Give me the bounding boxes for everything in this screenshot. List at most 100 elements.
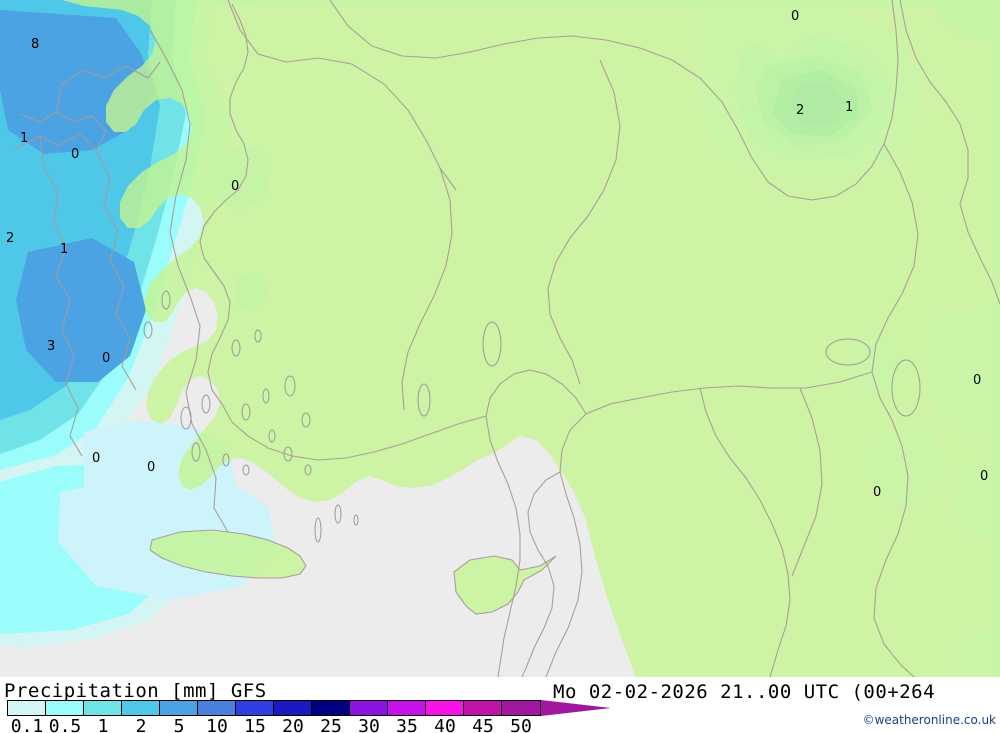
- colorbar-cell-35[interactable]: [388, 701, 426, 715]
- border-syria-iraq: [699, 387, 791, 677]
- tick-label-2: 2: [135, 716, 147, 733]
- coast-levant: [485, 415, 521, 677]
- island-12: [304, 464, 312, 476]
- island-layer: [143, 290, 921, 543]
- lake-urmia: [891, 359, 921, 417]
- map-value-label: 0: [873, 485, 882, 500]
- border-balkans-2: [55, 61, 161, 113]
- legend-footer: Precipitation [mm] GFS Mo 02-02-2026 21.…: [0, 677, 1000, 733]
- map-value-label: 1: [845, 100, 854, 115]
- tick-label-25: 25: [320, 716, 342, 733]
- map-value-label: 0: [791, 9, 800, 24]
- map-value-label: 1: [60, 242, 69, 257]
- map-value-label: 0: [92, 451, 101, 466]
- colorbar-cell-0.5[interactable]: [46, 701, 84, 715]
- border-turkey-georgia: [767, 0, 899, 201]
- border-central-anatolia: [401, 167, 453, 411]
- border-iran-east: [873, 419, 915, 677]
- island-6: [301, 412, 311, 428]
- colorbar-cell-20[interactable]: [274, 701, 312, 715]
- tick-label-5: 5: [173, 716, 185, 733]
- island-5: [284, 375, 296, 397]
- map-value-label: 8: [31, 37, 40, 52]
- island-8: [191, 442, 201, 462]
- colorbar-cell-40[interactable]: [426, 701, 464, 715]
- map-value-label: 0: [147, 460, 156, 475]
- map-canvas: [0, 0, 1000, 677]
- island-4: [262, 388, 270, 404]
- island-19: [353, 514, 359, 526]
- island-1: [180, 406, 192, 430]
- border-cyprus: [453, 555, 557, 615]
- colorbar-overflow-arrow-icon: [541, 700, 611, 716]
- legend-title: Precipitation [mm] GFS: [4, 680, 267, 702]
- precipitation-colorbar[interactable]: [7, 700, 611, 716]
- border-east-anatolia-inner: [547, 59, 621, 385]
- border-syria-west: [485, 369, 587, 417]
- tick-label-1: 1: [97, 716, 109, 733]
- land-layer: [62, 0, 1000, 677]
- map-value-label: 2: [796, 103, 805, 118]
- colorbar-cell-2[interactable]: [122, 701, 160, 715]
- colorbar-tick-labels: 0.1 0.5 1 2 5 10 15 20 25 30 35 40 45 50: [0, 716, 532, 733]
- island-3: [241, 403, 251, 421]
- colorbar-cell-45[interactable]: [464, 701, 502, 715]
- precipitation-map[interactable]: 8 1 0 2 1 3 0 0 0 0 0 2 1 0 0 0: [0, 0, 1000, 677]
- island-2: [201, 394, 211, 414]
- map-value-label: 0: [102, 351, 111, 366]
- coast-turkey-s: [221, 403, 487, 461]
- colorbar-cell-50[interactable]: [502, 701, 540, 715]
- tick-label-30: 30: [358, 716, 380, 733]
- colorbar-cell-15[interactable]: [236, 701, 274, 715]
- map-value-label: 1: [20, 131, 29, 146]
- model-run-timestamp: Mo 02-02-2026 21..00 UTC (00+264: [553, 681, 936, 703]
- border-ne-1: [899, 0, 969, 205]
- island-18: [334, 504, 342, 524]
- tick-label-45: 45: [472, 716, 494, 733]
- colorbar-cells[interactable]: [7, 700, 541, 716]
- colorbar-cell-0.1[interactable]: [8, 701, 46, 715]
- colorbar-cell-1[interactable]: [84, 701, 122, 715]
- colorbar-cell-25[interactable]: [312, 701, 350, 715]
- border-balkans-1: [13, 111, 107, 151]
- lake-van: [825, 338, 871, 366]
- tick-label-35: 35: [396, 716, 418, 733]
- island-10: [242, 464, 250, 476]
- map-value-label: 0: [231, 179, 240, 194]
- copyright-notice: ©weatheronline.co.uk: [862, 713, 996, 727]
- border-balkans-3: [39, 135, 83, 457]
- lake-beysehir: [417, 383, 431, 417]
- land-cyprus: [454, 556, 556, 614]
- island-13: [231, 339, 241, 357]
- map-value-label: 0: [71, 147, 80, 162]
- island-7: [268, 429, 276, 443]
- border-ne-2: [959, 203, 1000, 305]
- map-value-label: 0: [973, 373, 982, 388]
- tick-label-50: 50: [510, 716, 532, 733]
- tick-label-0.5: 0.5: [48, 716, 82, 733]
- island-15: [161, 290, 171, 310]
- border-lebanon-israel: [521, 471, 561, 677]
- colorbar-cell-5[interactable]: [160, 701, 198, 715]
- island-11: [283, 446, 293, 462]
- precip-band-5b-west: [16, 238, 146, 382]
- island-16: [143, 321, 153, 339]
- colorbar-cell-30[interactable]: [350, 701, 388, 715]
- border-turkey-bulgaria: [227, 0, 457, 191]
- tick-label-15: 15: [244, 716, 266, 733]
- border-iraq-inner: [791, 387, 823, 577]
- island-17: [314, 517, 322, 543]
- tick-label-40: 40: [434, 716, 456, 733]
- border-balkans-4: [95, 149, 137, 391]
- tick-label-20: 20: [282, 716, 304, 733]
- island-9: [222, 453, 230, 467]
- tick-label-0.1: 0.1: [10, 716, 44, 733]
- border-greece-coast: [149, 29, 229, 533]
- colorbar-cell-10[interactable]: [198, 701, 236, 715]
- map-value-label: 2: [6, 231, 15, 246]
- border-turkey-syria: [545, 371, 873, 677]
- border-crete: [149, 529, 307, 579]
- map-value-label: 3: [47, 339, 56, 354]
- land-anatolia-balkans: [62, 0, 1000, 677]
